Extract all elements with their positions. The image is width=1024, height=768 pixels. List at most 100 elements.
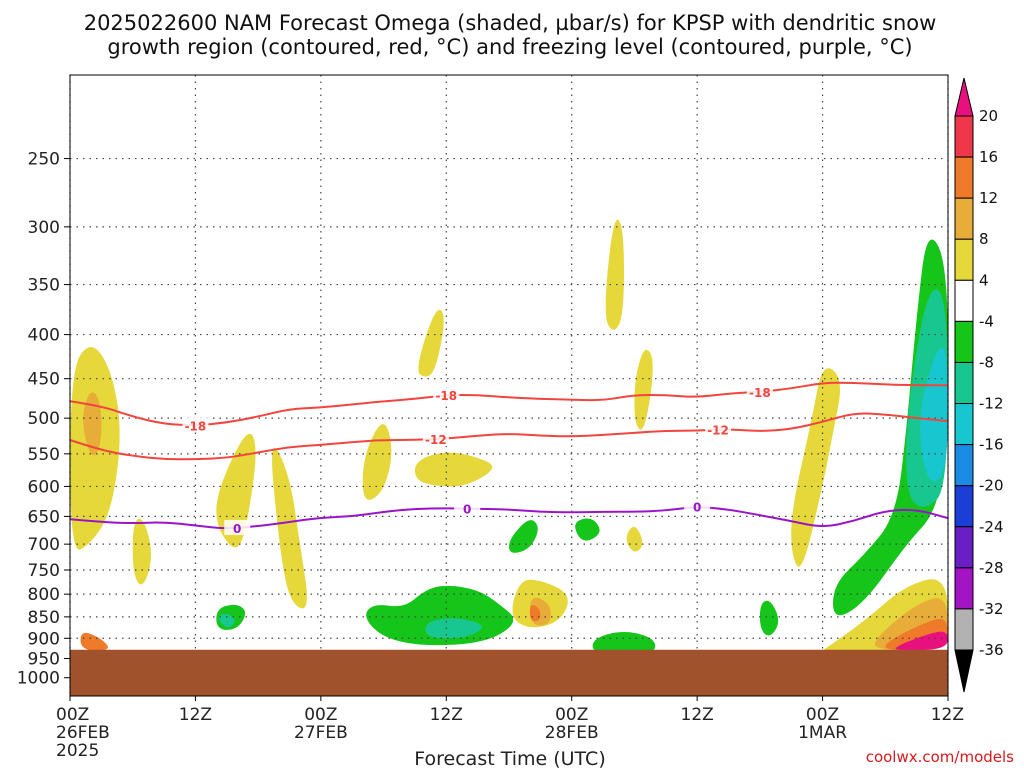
plot-background [70, 75, 948, 696]
colorbar-bin-5 [954, 279, 974, 322]
contour-line-0 [69, 381, 948, 427]
colorbar-bin-2 [954, 156, 974, 199]
y-tick-label-700: 700 [28, 535, 60, 555]
contour-lines: -18 -18 -18 -12 -12 0 0 0 [69, 381, 949, 536]
x-tick-label-0: 00Z [56, 705, 89, 725]
omega-region-8 [605, 219, 624, 330]
x-tick-year-0: 2025 [56, 741, 99, 761]
colorbar-label-2: 12 [979, 189, 998, 207]
colorbar-label-9: -20 [979, 477, 1004, 495]
contour-label-bg-1-0 [422, 431, 449, 447]
chart-title-line1: 2025022600 NAM Forecast Omega (shaded, µ… [84, 11, 937, 35]
contour-label-0-1: -18 [435, 389, 457, 403]
contour-label-bg-0-0 [182, 417, 209, 433]
omega-region-25 [759, 600, 779, 636]
omega-region-30 [920, 347, 948, 482]
contour-label-bg-0-1 [433, 386, 460, 402]
colorbar-label-12: -32 [979, 600, 1004, 618]
omega-region-22 [509, 520, 538, 553]
chart-title-line2: growth region (contoured, red, °C) and f… [107, 35, 912, 59]
colorbar-label-10: -24 [979, 518, 1004, 536]
y-tick-label-300: 300 [28, 218, 60, 238]
x-tick-label-3: 12Z [430, 705, 463, 725]
colorbar-bin-11 [954, 526, 974, 569]
colorbar-bottom-arrow [954, 649, 974, 693]
contour-label-1-1: -12 [707, 424, 729, 438]
contour-label-0-0: -18 [185, 420, 207, 434]
omega-region-13 [83, 392, 102, 456]
contour-label-bg-0-2 [746, 383, 773, 399]
omega-shading [70, 219, 948, 655]
x-tick-label-1: 12Z [179, 705, 212, 725]
omega-region-11 [791, 368, 841, 567]
y-tick-label-450: 450 [28, 370, 60, 390]
colorbar-label-0: 20 [979, 107, 998, 125]
colorbar-bin-4 [954, 238, 974, 281]
omega-region-5 [418, 309, 444, 377]
omega-region-10 [626, 526, 643, 552]
omega-region-3 [272, 447, 307, 609]
contour-label-0-2: -18 [749, 386, 771, 400]
colorbar-bin-10 [954, 485, 974, 528]
colorbar: 20 16 12 8 4 -4 -8 -12 -16 -20 -24 -28 -32 -36 [954, 77, 1004, 693]
contour-label-2-2: 0 [693, 500, 701, 514]
x-tick-label-7: 12Z [931, 705, 964, 725]
x-tick-date-0: 26FEB [56, 723, 110, 743]
y-tick-label-950: 950 [28, 650, 60, 670]
contour-label-bg-2-2 [684, 498, 711, 514]
omega-region-24 [592, 632, 656, 655]
colorbar-top-arrow [954, 77, 974, 117]
plot-frame [69, 74, 949, 697]
plot-area: -18 -18 -18 -12 -12 0 0 0 [69, 74, 949, 697]
y-tick-label-350: 350 [28, 276, 60, 296]
colorbar-bin-13 [954, 608, 974, 651]
colorbar-bin-1 [954, 115, 974, 158]
omega-region-28 [425, 618, 482, 639]
omega-region-1 [132, 518, 151, 585]
colorbar-bin-12 [954, 567, 974, 610]
y-tick-label-250: 250 [28, 150, 60, 170]
y-tick-label-1000: 1000 [17, 669, 60, 689]
omega-region-27 [218, 613, 235, 628]
x-tick-label-2: 00Z [304, 705, 337, 725]
y-tick-label-750: 750 [28, 561, 60, 581]
x-tick-date-4: 28FEB [545, 723, 599, 743]
colorbar-label-11: -28 [979, 559, 1004, 577]
colorbar-label-7: -12 [979, 395, 1004, 413]
y-tick-label-600: 600 [28, 477, 60, 497]
y-tick-label-800: 800 [28, 585, 60, 605]
x-axis-label: Forecast Time (UTC) [414, 748, 605, 768]
omega-region-6 [414, 452, 493, 487]
x-tick-label-4: 00Z [555, 705, 588, 725]
colorbar-label-13: -36 [979, 641, 1004, 659]
omega-region-4 [362, 424, 392, 500]
colorbar-bin-9 [954, 444, 974, 487]
contour-label-2-1: 0 [463, 503, 471, 517]
contour-label-bg-1-1 [705, 421, 732, 437]
x-tick-date-6: 1MAR [798, 723, 847, 743]
y-tick-label-550: 550 [28, 445, 60, 465]
contour-line-1 [69, 412, 949, 461]
colorbar-label-4: 4 [979, 271, 989, 289]
y-axis: 2503003504004505005506006507007508008509… [17, 150, 70, 689]
x-tick-date-2: 27FEB [294, 723, 348, 743]
colorbar-label-5: -4 [979, 312, 994, 330]
y-tick-label-500: 500 [28, 409, 60, 429]
colorbar-label-6: -8 [979, 353, 994, 371]
contour-label-2-0: 0 [233, 522, 241, 536]
colorbar-bin-6 [954, 320, 974, 363]
omega-region-23 [575, 518, 600, 541]
colorbar-bin-7 [954, 361, 974, 405]
omega-region-19 [895, 631, 948, 651]
credit-label: coolwx.com/models [866, 748, 1014, 766]
colorbar-bin-8 [954, 403, 974, 446]
y-tick-label-650: 650 [28, 507, 60, 527]
contour-label-bg-2-1 [454, 500, 481, 516]
colorbar-bin-3 [954, 197, 974, 240]
x-tick-label-5: 12Z [681, 705, 714, 725]
y-tick-label-400: 400 [28, 326, 60, 346]
omega-region-26 [833, 239, 948, 616]
omega-region-16 [80, 632, 108, 651]
